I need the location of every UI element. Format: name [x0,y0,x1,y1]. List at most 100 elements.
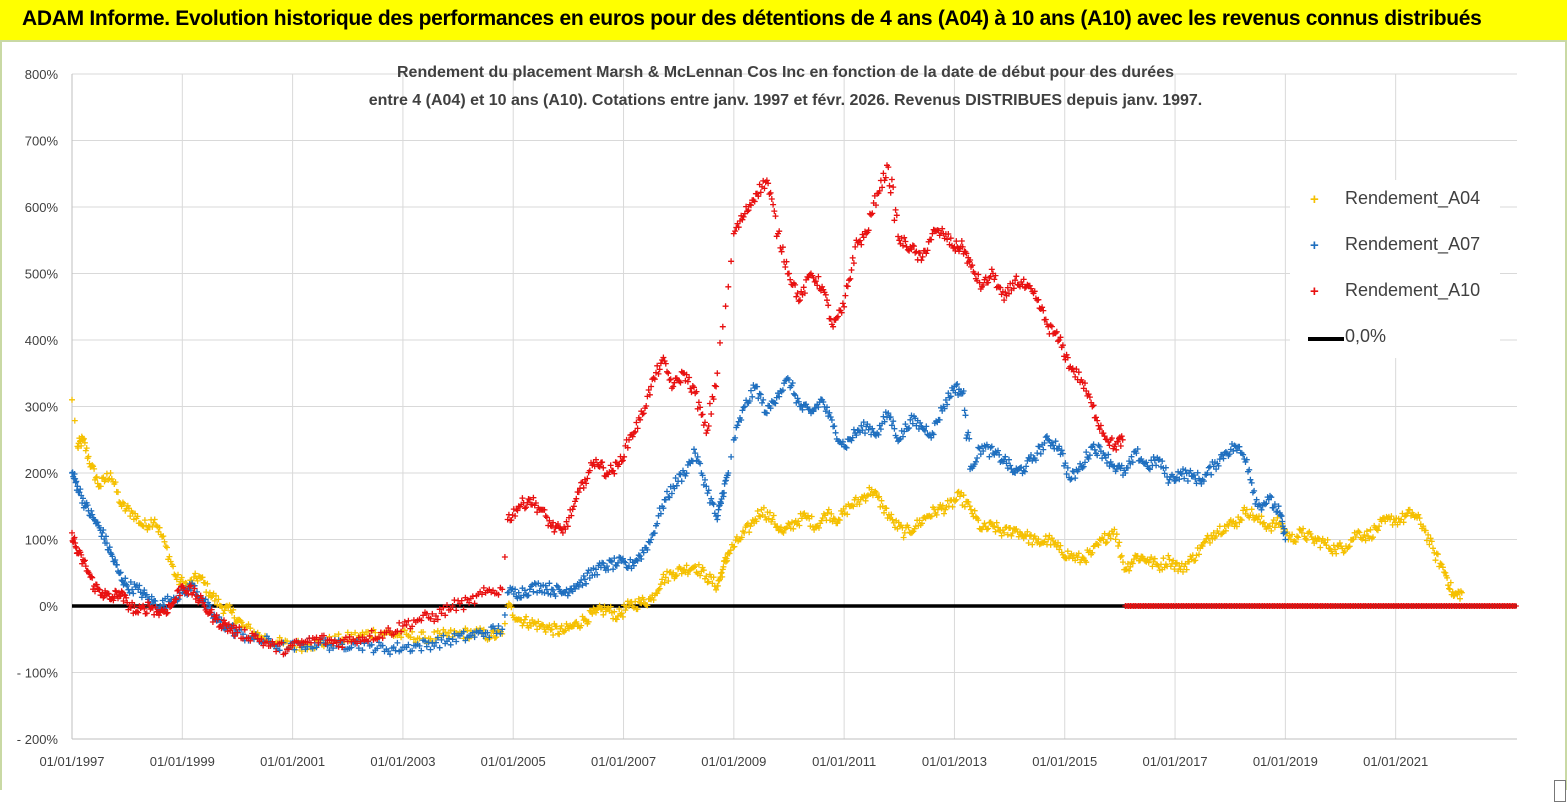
marker-rendement-a10 [684,378,691,385]
marker-rendement-a04 [93,473,100,480]
marker-rendement-a07 [1166,476,1173,483]
marker-rendement-a04 [546,622,553,629]
marker-rendement-a07 [1048,439,1055,446]
marker-rendement-a07 [1258,506,1265,513]
marker-rendement-a04 [121,500,128,507]
marker-rendement-a04 [836,517,843,524]
marker-rendement-a04 [215,596,222,603]
x-tick-label: 01/01/2017 [1143,754,1208,769]
marker-rendement-a07 [869,425,876,432]
marker-rendement-a04 [607,603,614,610]
marker-rendement-a10 [479,591,485,598]
marker-rendement-a10 [82,563,89,570]
marker-rendement-a04 [753,518,760,525]
marker-rendement-a04 [141,517,148,524]
marker-rendement-a07 [202,596,209,603]
x-tick-label: 01/01/2015 [1032,754,1097,769]
marker-rendement-a04 [878,497,885,504]
marker-rendement-a07 [900,433,906,440]
marker-rendement-a10 [403,621,410,628]
marker-rendement-a10 [93,581,100,588]
marker-rendement-a04 [714,582,721,589]
x-tick-label: 01/01/1997 [39,754,104,769]
marker-rendement-a07 [843,444,850,451]
marker-rendement-a10 [801,290,808,297]
marker-rendement-a07 [633,557,640,564]
marker-rendement-a07 [741,403,748,410]
marker-rendement-a04 [1415,511,1422,518]
marker-rendement-a07 [887,414,894,420]
marker-rendement-a07 [276,647,283,654]
marker-rendement-a04 [1160,555,1167,562]
marker-rendement-a07 [1267,492,1273,499]
y-tick-label: - 200% [17,732,59,747]
marker-rendement-a07 [740,404,747,411]
marker-rendement-a07 [566,589,572,596]
marker-rendement-a10 [376,634,382,640]
marker-rendement-a10 [337,637,344,644]
marker-rendement-a10 [880,170,887,177]
marker-rendement-a10 [766,191,773,198]
marker-rendement-a10 [499,586,506,593]
marker-rendement-a07 [708,495,715,502]
marker-rendement-a04 [863,493,870,500]
x-tick-label: 01/01/2007 [591,754,656,769]
marker-rendement-a10 [175,586,182,593]
marker-rendement-a07 [781,380,788,387]
y-tick-label: 500% [25,267,59,282]
marker-rendement-a04 [156,524,163,531]
marker-rendement-a07 [763,410,770,417]
marker-rendement-a10 [695,399,702,406]
marker-rendement-a04 [211,597,218,604]
marker-rendement-a10 [811,278,818,285]
marker-rendement-a10 [761,185,768,192]
marker-rendement-a07 [799,406,806,413]
marker-rendement-a10 [629,433,636,440]
marker-rendement-a07 [1107,458,1114,465]
marker-rendement-a07 [917,419,924,426]
marker-rendement-a07 [265,635,272,642]
marker-rendement-a07 [1113,466,1120,473]
marker-rendement-a04 [1192,557,1199,564]
marker-rendement-a07 [711,510,718,517]
resize-handle[interactable] [1554,780,1566,802]
marker-rendement-a07 [127,579,134,585]
marker-rendement-a07 [484,629,491,636]
marker-rendement-a10 [333,639,340,646]
marker-rendement-a07 [759,399,765,406]
marker-rendement-a04 [1374,527,1381,534]
marker-rendement-a07 [1045,436,1052,443]
marker-rendement-a04 [1444,574,1451,581]
marker-rendement-a07 [757,391,764,398]
marker-rendement-a04 [284,638,291,645]
y-tick-label: 0% [39,599,58,614]
marker-rendement-a04 [767,509,773,516]
marker-rendement-a07 [1256,501,1262,508]
marker-rendement-a07 [530,588,537,595]
marker-rendement-a04 [850,503,857,510]
marker-rendement-a10 [945,231,952,237]
marker-rendement-a04 [1438,561,1445,568]
marker-rendement-a10 [559,529,566,536]
marker-rendement-a04 [1170,557,1177,564]
marker-rendement-a04 [795,518,802,525]
marker-rendement-a07 [1189,472,1196,479]
marker-rendement-a10 [895,233,902,240]
marker-rendement-a10 [73,545,80,551]
marker-rendement-a04 [889,516,896,523]
marker-rendement-a10 [213,612,220,619]
marker-rendement-a10 [820,286,827,293]
marker-rendement-a10 [772,213,779,220]
marker-rendement-a04 [1422,527,1429,534]
chart-svg: - 200% - 100% 0% 100% 200% 300% 400% 500% 600% 70… [17,67,1519,769]
marker-rendement-a07 [348,644,355,651]
marker-rendement-a04 [971,507,978,514]
marker-rendement-a10 [924,247,931,254]
marker-rendement-a04 [1083,559,1090,566]
marker-rendement-a04 [933,511,940,518]
marker-rendement-a07 [986,453,993,460]
marker-rendement-a04 [166,553,173,560]
marker-rendement-a10 [339,644,346,651]
marker-rendement-a10 [200,599,207,606]
marker-rendement-a07 [767,405,774,412]
